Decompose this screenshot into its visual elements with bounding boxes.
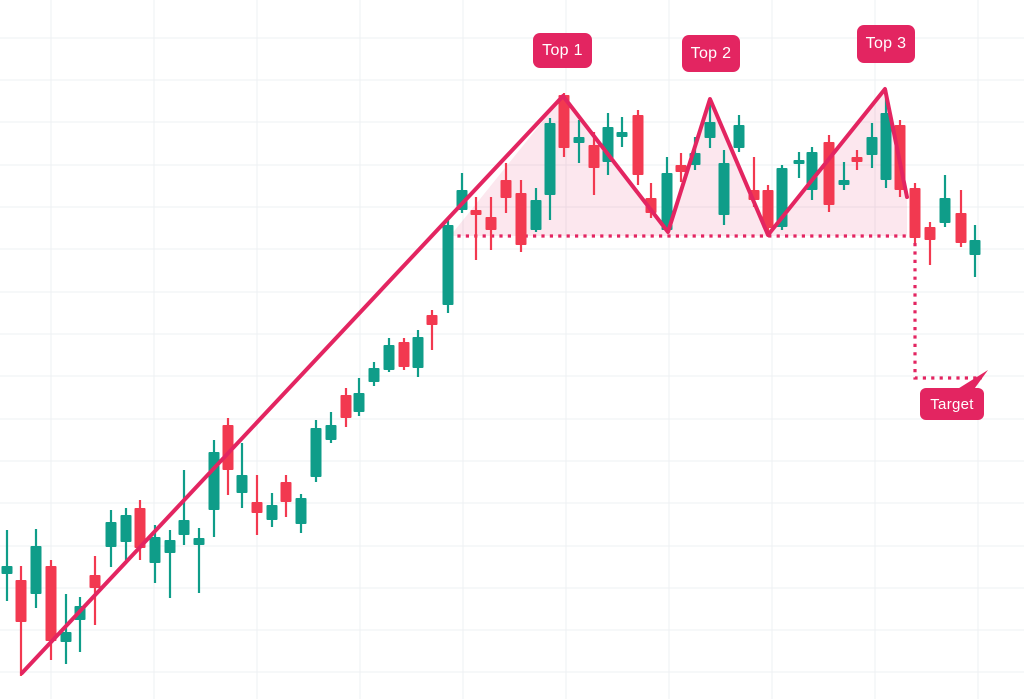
- candle: [588, 132, 600, 195]
- candle: [178, 470, 190, 545]
- candle: [251, 475, 263, 535]
- candle: [762, 185, 774, 235]
- candle: [15, 566, 27, 676]
- candle: [310, 420, 322, 482]
- candle: [939, 175, 951, 227]
- candle: [353, 378, 365, 416]
- target-badge-tail: [956, 370, 988, 392]
- candle: [45, 560, 57, 660]
- candle: [30, 529, 42, 608]
- candle: [295, 494, 307, 533]
- candle: [105, 510, 117, 567]
- target-dotted-path: [913, 243, 982, 380]
- candle: [164, 530, 176, 598]
- candle: [544, 118, 556, 220]
- candle: [134, 500, 146, 560]
- candle: [442, 218, 454, 313]
- candle: [718, 150, 730, 225]
- candle: [632, 110, 644, 185]
- candle: [793, 152, 805, 178]
- candle: [368, 362, 380, 386]
- candle: [530, 188, 542, 232]
- top2-badge: Top 2: [682, 35, 740, 72]
- candle: [733, 115, 745, 152]
- candle: [880, 90, 892, 188]
- candle: [208, 440, 220, 537]
- candle: [558, 93, 570, 157]
- candle: [1, 530, 13, 601]
- candle: [515, 180, 527, 252]
- candle: [924, 222, 936, 265]
- candle: [866, 123, 878, 168]
- candle: [398, 338, 410, 370]
- candle: [266, 493, 278, 527]
- candle: [412, 330, 424, 377]
- candle: [955, 190, 967, 247]
- candle: [325, 412, 337, 443]
- top1-badge: Top 1: [533, 33, 592, 68]
- candle: [675, 153, 687, 182]
- candle: [969, 225, 981, 277]
- candle: [851, 150, 863, 170]
- candle: [616, 117, 628, 147]
- candle: [661, 157, 673, 232]
- candle: [60, 594, 72, 664]
- pattern-trendline: [20, 87, 909, 675]
- candle: [470, 197, 482, 260]
- candles-layer: [1, 90, 981, 676]
- top3-badge: Top 3: [857, 25, 915, 63]
- candle: [120, 508, 132, 560]
- candle: [236, 443, 248, 508]
- candle: [573, 120, 585, 163]
- candle: [280, 475, 292, 517]
- candle: [909, 183, 921, 243]
- candle: [823, 135, 835, 212]
- candle: [485, 197, 497, 250]
- target-badge: Target: [920, 388, 984, 420]
- candle: [838, 162, 850, 190]
- candle: [426, 310, 438, 350]
- candle: [500, 163, 512, 213]
- candle: [193, 528, 205, 593]
- candle: [383, 338, 395, 372]
- candle: [89, 556, 101, 625]
- candle: [149, 525, 161, 583]
- candle: [340, 388, 352, 427]
- candle: [704, 102, 716, 148]
